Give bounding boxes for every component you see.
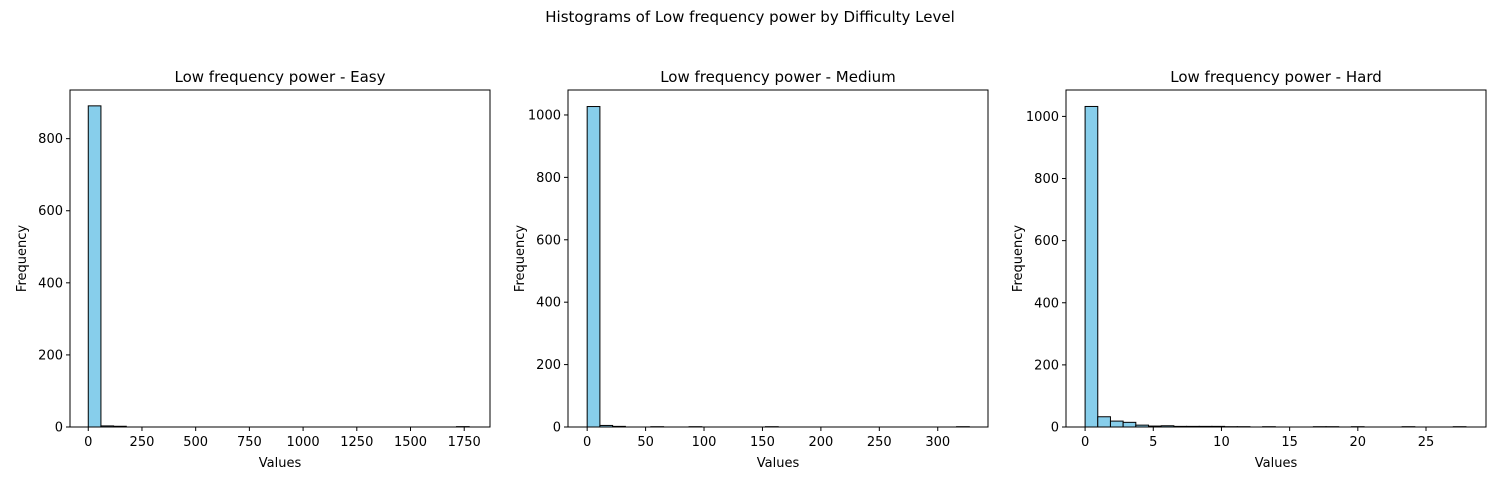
x-tick-label-hard: 20 xyxy=(1350,435,1367,450)
x-tick-label-hard: 15 xyxy=(1281,435,1298,450)
x-tick-label-hard: 0 xyxy=(1081,435,1089,450)
y-tick-label-hard: 200 xyxy=(1034,358,1059,373)
x-tick-label-medium: 150 xyxy=(750,435,775,450)
axes-frame-hard xyxy=(1065,89,1487,428)
x-tick-label-medium: 200 xyxy=(808,435,833,450)
x-axis-label-easy: Values xyxy=(259,456,302,471)
y-tick-label-hard: 1000 xyxy=(1026,110,1059,125)
x-tick-label-easy: 1750 xyxy=(448,435,481,450)
x-tick-label-hard: 5 xyxy=(1149,435,1157,450)
y-axis-label-easy: Frequency xyxy=(15,225,30,292)
bar-hard-3 xyxy=(1122,421,1137,428)
y-tick-label-easy: 200 xyxy=(38,348,63,363)
x-tick-label-medium: 100 xyxy=(692,435,717,450)
y-tick-label-medium: 600 xyxy=(536,233,561,248)
x-tick-label-easy: 1250 xyxy=(340,435,373,450)
x-tick-label-easy: 250 xyxy=(130,435,155,450)
x-tick-label-hard: 25 xyxy=(1418,435,1435,450)
x-tick-label-easy: 0 xyxy=(84,435,92,450)
x-tick-label-hard: 10 xyxy=(1213,435,1230,450)
panel-title-easy: Low frequency power - Easy xyxy=(175,68,386,86)
panel-title-medium: Low frequency power - Medium xyxy=(660,68,896,86)
bar-hard-0 xyxy=(1084,105,1099,428)
y-tick-label-medium: 0 xyxy=(553,421,561,436)
y-axis-label-medium: Frequency xyxy=(513,225,528,292)
y-axis-label-hard: Frequency xyxy=(1011,225,1026,292)
y-tick-label-easy: 600 xyxy=(38,204,63,219)
x-tick-label-medium: 50 xyxy=(637,435,654,450)
bar-hard-2 xyxy=(1109,420,1124,428)
y-tick-label-hard: 0 xyxy=(1051,421,1059,436)
bar-medium-0 xyxy=(586,106,601,428)
y-tick-label-easy: 400 xyxy=(38,276,63,291)
x-tick-label-easy: 750 xyxy=(237,435,262,450)
x-tick-label-medium: 300 xyxy=(925,435,950,450)
x-tick-label-medium: 250 xyxy=(867,435,892,450)
figure-suptitle: Histograms of Low frequency power by Dif… xyxy=(545,8,955,26)
x-axis-label-medium: Values xyxy=(757,456,800,471)
panel-title-hard: Low frequency power - Hard xyxy=(1170,68,1382,86)
axes-frame-easy xyxy=(69,89,491,428)
x-tick-label-easy: 1500 xyxy=(394,435,427,450)
x-tick-label-medium: 0 xyxy=(583,435,591,450)
y-tick-label-easy: 800 xyxy=(38,132,63,147)
axes-frame-medium xyxy=(567,89,989,428)
panel-medium: 0 50 100 150 200 250 300 0 200 400 600 800 1000 Low f… xyxy=(513,68,989,471)
y-tick-label-medium: 800 xyxy=(536,171,561,186)
bar-hard-1 xyxy=(1097,416,1111,428)
y-tick-label-medium: 400 xyxy=(536,296,561,311)
x-tick-label-easy: 500 xyxy=(183,435,208,450)
y-tick-label-hard: 600 xyxy=(1034,234,1059,249)
panel-hard: 0 5 10 15 20 25 0 200 400 600 800 1000 Low frequency… xyxy=(1011,68,1487,471)
x-tick-label-easy: 1000 xyxy=(287,435,320,450)
y-tick-label-medium: 200 xyxy=(536,358,561,373)
y-tick-label-hard: 800 xyxy=(1034,172,1059,187)
y-tick-label-hard: 400 xyxy=(1034,296,1059,311)
bar-easy-0 xyxy=(87,105,102,428)
y-tick-label-easy: 0 xyxy=(55,421,63,436)
y-tick-label-medium: 1000 xyxy=(528,108,561,123)
x-axis-label-hard: Values xyxy=(1255,456,1298,471)
panel-easy: 0 250 500 750 1000 1250 1500 1750 0 200 400 600 800 L… xyxy=(15,68,491,471)
